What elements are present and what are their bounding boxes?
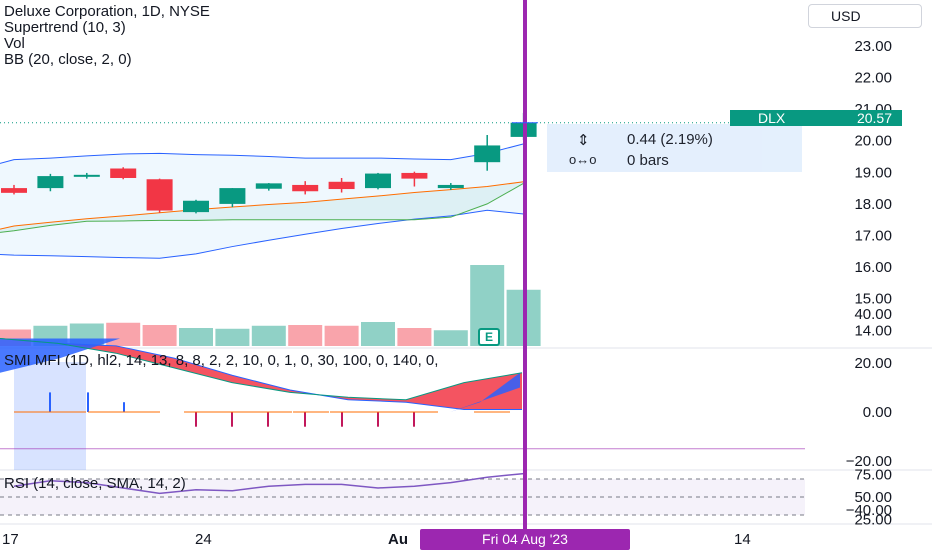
crosshair-date-label: Fri 04 Aug '23 (420, 529, 630, 550)
bollinger-legend[interactable]: BB (20, close, 2, 0) (4, 51, 132, 68)
candle-body (110, 168, 137, 178)
smi-signal-line (0, 338, 523, 401)
smi-blue-fill (450, 372, 520, 412)
candle-body (437, 184, 464, 189)
candle-body (73, 174, 100, 177)
smi-line (0, 338, 522, 411)
smi-red-fill (0, 338, 522, 410)
bb-lower-line (0, 209, 524, 259)
x-tick-2: 24 (195, 531, 212, 548)
bar-range-icon: o↔o (569, 152, 597, 167)
smi-tick-label: 20.00 (854, 355, 892, 372)
price-tick-label: 22.00 (854, 70, 892, 87)
smi-tick-label: 0.00 (863, 404, 892, 421)
price-tick-label: 14.00 (854, 322, 892, 339)
candle-body (474, 145, 501, 163)
rsi-tick-label: 75.00 (854, 467, 892, 484)
volume-bar (324, 325, 359, 346)
volume-bar (361, 322, 395, 346)
candle-body (365, 173, 391, 189)
volume-bar (106, 322, 141, 346)
candle-body (1, 188, 27, 193)
measure-tooltip: ⇕ 0.44 (2.19%) o↔o 0 bars (547, 124, 802, 172)
volume-bar (179, 328, 213, 346)
smi-tick-label: −40.00 (846, 502, 892, 519)
smi-tick-label: −20.00 (846, 453, 892, 470)
price-tick-label: 20.00 (854, 133, 892, 150)
smi-mfi-legend[interactable]: SMI MFI (1D, hl2, 14, 13, 8, 8, 2, 2, 10… (4, 352, 439, 369)
rsi-tick-label: 50.00 (854, 489, 892, 506)
supertrend-legend[interactable]: Supertrend (10, 3) (4, 19, 126, 36)
earnings-marker[interactable]: E (478, 328, 500, 346)
volume-bar (215, 328, 250, 346)
tooltip-change: 0.44 (2.19%) (627, 131, 713, 148)
price-tick-label: 23.00 (854, 38, 892, 55)
x-tick-3: Au (388, 531, 408, 548)
smi-highlight-zone (14, 362, 86, 470)
rsi-tick-label: 25.00 (854, 512, 892, 529)
symbol-title[interactable]: Deluxe Corporation, 1D, NYSE (4, 3, 210, 20)
price-tick-label: 17.00 (854, 228, 892, 245)
smi-tick-label: 40.00 (854, 306, 892, 323)
candle-body (401, 172, 428, 179)
volume-bar (433, 330, 468, 346)
volume-legend[interactable]: Vol (4, 35, 25, 52)
bb-upper-line (0, 143, 524, 164)
candle-body (37, 176, 64, 189)
tooltip-bars: 0 bars (627, 152, 669, 169)
price-range-icon: ⇕ (577, 132, 590, 149)
volume-bar (397, 328, 432, 346)
x-tick-4: 14 (734, 531, 751, 548)
last-price-value: 20.57 (856, 110, 892, 126)
x-tick-1: 17 (2, 531, 19, 548)
price-tick-label: 16.00 (854, 259, 892, 276)
candle-body (183, 200, 209, 213)
rsi-legend[interactable]: RSI (14, close, SMA, 14, 2) (4, 475, 186, 492)
last-price-tag: DLX 20.57 (730, 110, 902, 126)
candle-body (328, 181, 355, 190)
volume-bar (142, 325, 177, 346)
candle-body (292, 184, 319, 192)
symbol-tag: DLX (758, 110, 786, 126)
candle-body (255, 183, 282, 189)
volume-bar (288, 325, 323, 346)
price-tick-label: 19.00 (854, 164, 892, 181)
candle-body (219, 188, 246, 204)
price-tick-label: 15.00 (854, 291, 892, 308)
rsi-line (13, 472, 524, 495)
candle-body (146, 179, 173, 211)
smi-blue-fill (0, 338, 120, 373)
currency-selector[interactable]: USD (808, 4, 922, 28)
volume-bar (251, 325, 286, 346)
supertrend-line (0, 182, 524, 233)
price-tick-label: 18.00 (854, 196, 892, 213)
bb-basis-line (0, 181, 524, 230)
